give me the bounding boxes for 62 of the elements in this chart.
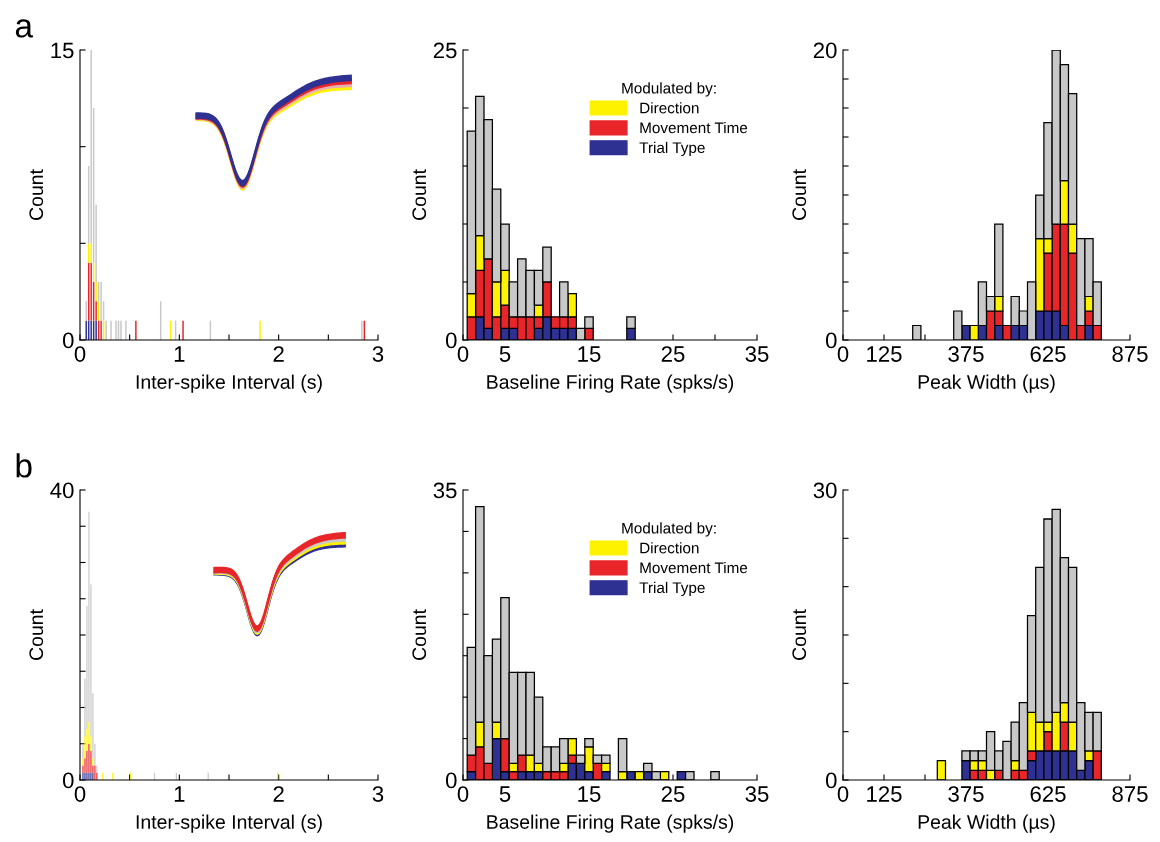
y-tick-label: 35: [433, 482, 457, 499]
x-tick-label: 2: [273, 786, 284, 802]
x-tick-label: 375: [948, 346, 984, 362]
x-tick-label: 625: [1030, 786, 1066, 802]
x-tick-label: 1: [174, 346, 185, 362]
y-tick-label: 0: [825, 332, 837, 349]
legend-label: Movement Time: [640, 122, 748, 134]
y-axis-title: Count: [29, 609, 44, 660]
legend-label: Trial Type: [639, 581, 705, 597]
x-tick-label: 2: [273, 346, 284, 362]
legend-label: Trial Type: [639, 141, 705, 157]
x-tick-label: 3: [372, 346, 384, 362]
legend-label: Direction: [640, 542, 699, 554]
x-tick-label: 125: [867, 346, 902, 362]
x-tick-label: 375: [948, 786, 984, 802]
legend-title: Modulated by:: [622, 522, 716, 537]
x-tick-label: 875: [1112, 786, 1148, 802]
x-tick-label: 15: [578, 786, 601, 802]
x-tick-label: 0: [457, 346, 469, 362]
y-tick-label: 0: [62, 772, 74, 789]
y-tick-label: 40: [50, 482, 74, 499]
text: a: [15, 19, 33, 38]
x-axis-title: Peak Width (µs): [918, 374, 1055, 393]
x-tick-label: 1: [174, 786, 185, 802]
y-tick-label: 0: [445, 772, 457, 789]
x-axis-title: Peak Width (µs): [918, 814, 1055, 833]
x-tick-label: 0: [74, 786, 86, 802]
x-tick-label: 5: [499, 786, 511, 802]
y-tick-label: 20: [813, 42, 837, 59]
legend-label: Direction: [640, 102, 699, 114]
x-tick-label: 35: [745, 346, 769, 362]
x-tick-label: 15: [578, 346, 601, 362]
y-axis-title: Count: [792, 609, 807, 660]
x-axis-title: Inter-spike Interval (s): [136, 814, 322, 833]
x-tick-label: 5: [499, 346, 511, 362]
x-tick-label: 875: [1112, 346, 1148, 362]
x-tick-label: 0: [837, 346, 849, 362]
y-tick-label: 0: [62, 332, 74, 349]
y-tick-label: 15: [51, 42, 74, 59]
x-tick-label: 625: [1030, 346, 1066, 362]
y-axis-title: Count: [412, 169, 427, 220]
x-axis-title: Inter-spike Interval (s): [136, 374, 322, 393]
y-tick-label: 0: [825, 772, 837, 789]
y-axis-title: Count: [412, 609, 427, 660]
x-tick-label: 25: [661, 346, 685, 362]
x-tick-label: 0: [457, 786, 469, 802]
y-tick-label: 30: [813, 482, 837, 499]
text: b: [16, 453, 32, 478]
legend-label: Movement Time: [640, 562, 748, 574]
y-axis-title: Count: [29, 169, 44, 220]
legend-title: Modulated by:: [622, 82, 716, 97]
x-tick-label: 0: [837, 786, 849, 802]
y-axis-title: Count: [792, 169, 807, 220]
x-tick-label: 25: [661, 786, 685, 802]
x-tick-label: 0: [74, 346, 86, 362]
x-tick-label: 3: [372, 786, 384, 802]
x-tick-label: 35: [745, 786, 769, 802]
y-tick-label: 0: [445, 332, 457, 349]
x-tick-label: 125: [867, 786, 902, 802]
y-tick-label: 25: [433, 42, 457, 59]
x-axis-title: Baseline Firing Rate (spks/s): [487, 374, 734, 393]
x-axis-title: Baseline Firing Rate (spks/s): [487, 814, 734, 833]
